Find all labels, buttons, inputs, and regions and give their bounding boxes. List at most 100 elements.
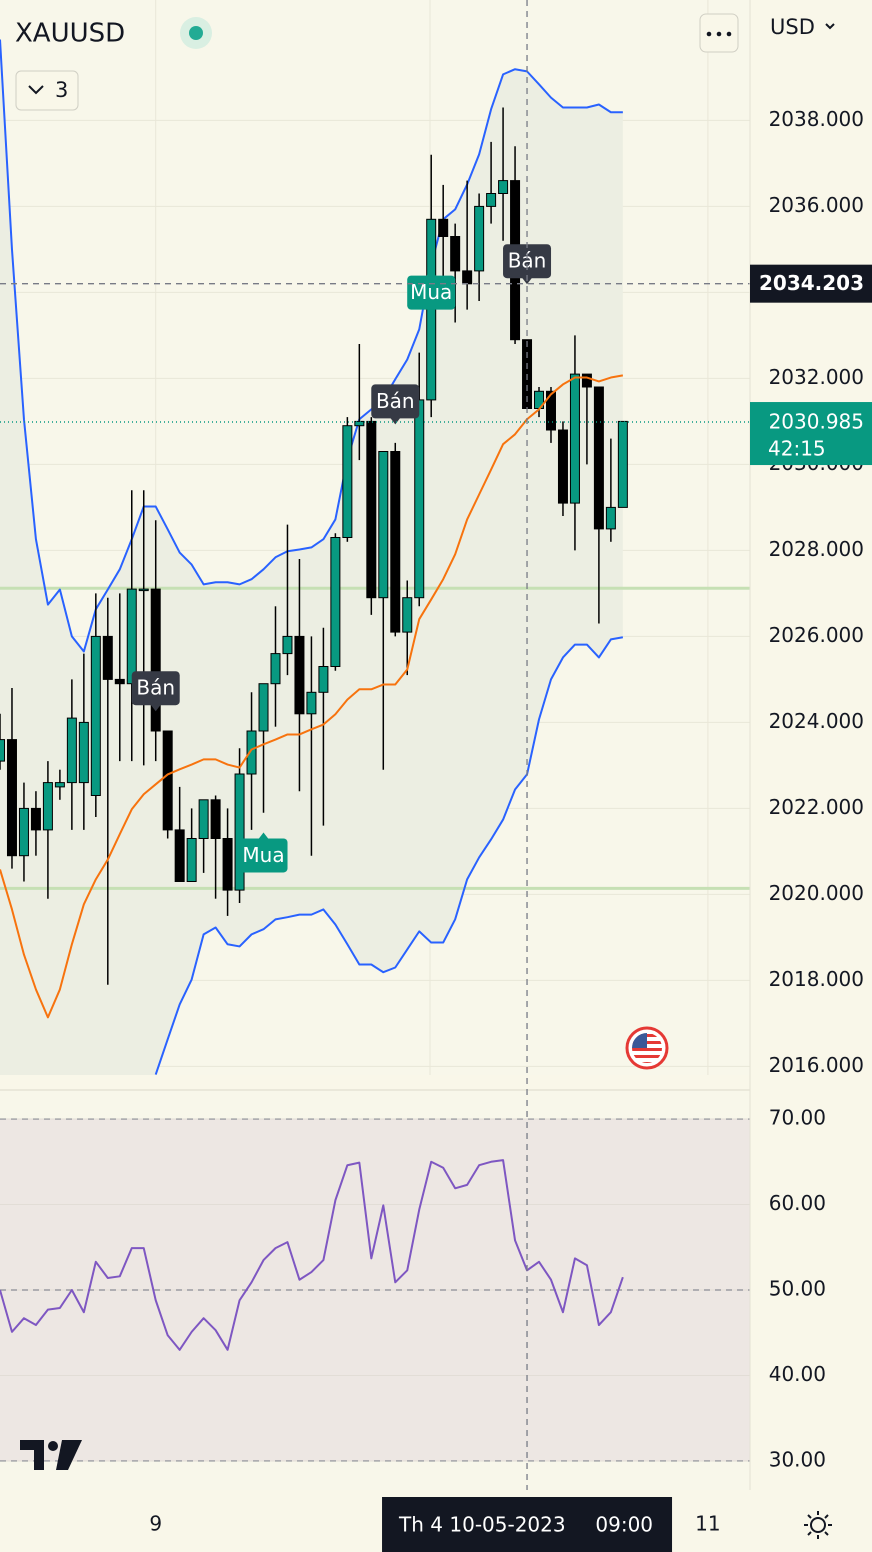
candle-body <box>306 691 317 715</box>
signal-box <box>131 671 180 706</box>
rsi-pane <box>0 1090 750 1490</box>
signal-pointer <box>426 269 437 277</box>
candle-body <box>102 635 113 680</box>
candle-body <box>474 205 485 272</box>
candle-body <box>282 635 293 655</box>
signal-label: Mua <box>239 832 288 873</box>
x-tick-label: 9 <box>149 1512 162 1536</box>
signal-pointer <box>258 832 269 839</box>
indicator-count: 3 <box>55 78 68 102</box>
y-tick-label: 2026.000 <box>769 623 864 647</box>
settings-button[interactable] <box>804 1511 832 1539</box>
y-tick-label: 30.00 <box>769 1447 826 1471</box>
candle-body <box>294 635 305 715</box>
currency[interactable]: USD <box>770 15 815 39</box>
candle-body <box>378 451 389 599</box>
candle-body <box>402 597 413 633</box>
signal-box <box>503 244 552 279</box>
candle-body <box>545 390 556 431</box>
basis-line <box>0 374 624 1019</box>
candle-body <box>414 399 425 599</box>
candle-body <box>318 666 329 693</box>
dot <box>716 31 722 37</box>
y-tick-label: 2020.000 <box>769 881 864 905</box>
crosshair-date-tag <box>382 1497 673 1552</box>
candle-body <box>557 429 568 504</box>
signal-box <box>371 384 420 419</box>
signal-text: Bán <box>136 676 175 700</box>
candle-body <box>498 180 509 195</box>
candle-body <box>234 773 245 891</box>
candle-body <box>258 683 269 732</box>
candle-body <box>593 386 604 530</box>
band-line <box>154 636 624 1075</box>
event-flag[interactable] <box>625 1026 669 1070</box>
signal-label: Bán <box>503 244 552 285</box>
candle-body <box>569 373 580 504</box>
y-tick-label: 40.00 <box>769 1362 826 1386</box>
candle-body <box>270 653 281 685</box>
candle-body <box>210 799 221 839</box>
candle-body <box>90 635 101 797</box>
signal-text: Bán <box>376 389 415 413</box>
y-tick-label: 2028.000 <box>769 537 864 561</box>
candle-body <box>174 829 185 883</box>
signal-text: Mua <box>242 843 284 867</box>
symbol: XAUUSD <box>15 19 125 49</box>
signal-label: Mua <box>407 269 456 310</box>
price-pane: Bán Bán Bán Mua Mua <box>0 0 750 1075</box>
candle-body <box>246 730 257 775</box>
y-tick-label: 70.00 <box>769 1106 826 1130</box>
indicator-toggle[interactable] <box>15 70 79 111</box>
candle-body <box>581 373 592 388</box>
currency-chevron <box>825 23 835 30</box>
y-tick-label: 2024.000 <box>769 709 864 733</box>
crosshair-price-tag <box>750 264 872 303</box>
candle-body <box>486 193 497 207</box>
y-tick-label: 2022.000 <box>769 795 864 819</box>
candle-body <box>66 717 77 784</box>
candle-body <box>78 721 89 784</box>
candle-body <box>330 537 341 667</box>
candle-body <box>450 236 461 272</box>
chevron <box>28 85 44 95</box>
signal-label: Bán <box>131 671 180 712</box>
y-tick-label: 2016.000 <box>769 1053 864 1077</box>
signal-box <box>239 838 288 873</box>
last-price: 2030.985 <box>769 410 864 434</box>
candle-body <box>198 799 209 839</box>
candle-body <box>42 782 53 831</box>
y-tick-label: 2032.000 <box>769 365 864 389</box>
axes: 9 11 2016.000 2018.000 2020.000 2022.000 2024.… <box>149 0 872 1552</box>
candle-body <box>114 678 125 685</box>
logo <box>20 1440 82 1470</box>
signal-pointer <box>390 417 401 425</box>
candle-body <box>462 270 473 285</box>
candle-body <box>138 588 149 592</box>
x-tick-label: 11 <box>695 1512 720 1536</box>
candle-body <box>605 506 616 530</box>
y-tick-label: 60.00 <box>769 1191 826 1215</box>
candle-body <box>150 588 161 732</box>
rsi-line <box>0 1159 624 1351</box>
price-axis <box>751 0 872 1075</box>
candle-body <box>390 451 401 633</box>
status-dot <box>189 26 203 40</box>
crosshair-time: 09:00 <box>595 1513 653 1537</box>
dot <box>726 31 732 37</box>
band-line <box>0 39 623 653</box>
candle-body <box>366 420 377 599</box>
y-tick-label: 50.00 <box>769 1277 826 1301</box>
candle-body <box>354 420 365 427</box>
candle-body <box>54 782 65 788</box>
candle-body <box>438 218 449 238</box>
candle-body <box>30 807 41 831</box>
last-price-tag <box>750 402 872 466</box>
dot <box>706 31 712 37</box>
candle-body <box>126 588 137 685</box>
countdown: 42:15 <box>768 437 826 461</box>
signal-pointer <box>150 704 161 712</box>
crosshair-date: Th 4 10-05-2023 <box>398 1513 566 1537</box>
